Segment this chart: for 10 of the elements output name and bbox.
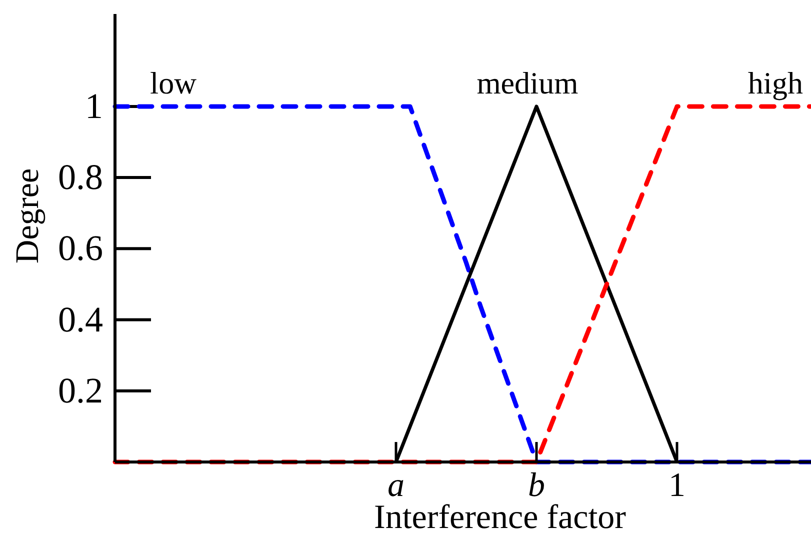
y-tick-label: 0.6: [58, 228, 103, 268]
y-tick-label: 0.8: [58, 157, 103, 198]
series-label: high: [748, 65, 804, 100]
y-tick-label: 0.2: [58, 370, 103, 410]
x-tick-label: 1: [668, 467, 686, 504]
series-label: medium: [476, 65, 578, 100]
series-label: low: [150, 65, 198, 100]
y-tick-label: 1: [85, 86, 103, 126]
y-tick-label: 0.4: [58, 299, 103, 340]
y-axis-title: Degree: [10, 168, 46, 264]
